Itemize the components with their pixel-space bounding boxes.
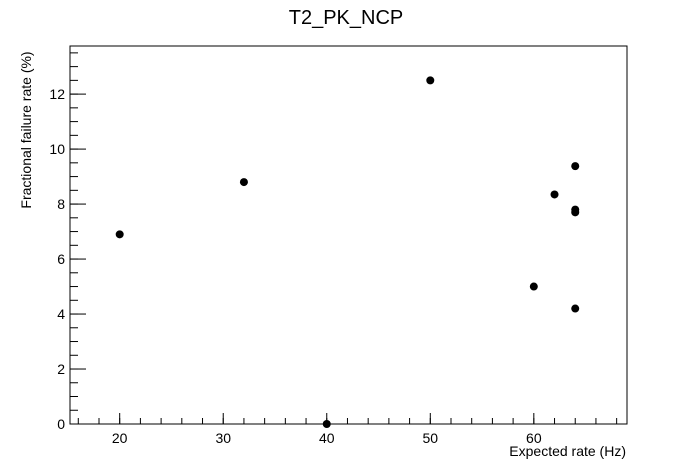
y-axis-label: Fractional failure rate (%) bbox=[18, 51, 34, 208]
x-tick-label: 60 bbox=[526, 430, 542, 446]
point bbox=[239, 178, 248, 187]
x-tick-label: 50 bbox=[423, 430, 439, 446]
x-tick-label: 20 bbox=[112, 430, 128, 446]
point bbox=[571, 304, 580, 313]
point bbox=[529, 282, 538, 291]
y-tick-label: 12 bbox=[49, 86, 65, 102]
y-tick-label: 8 bbox=[57, 196, 65, 212]
point bbox=[571, 162, 580, 171]
y-tick-label: 10 bbox=[49, 141, 65, 157]
point bbox=[550, 190, 559, 199]
point bbox=[426, 76, 435, 85]
x-tick-label: 30 bbox=[215, 430, 231, 446]
x-axis-label: Expected rate (Hz) bbox=[509, 443, 626, 459]
point bbox=[115, 230, 124, 239]
y-tick-label: 6 bbox=[57, 251, 65, 267]
point bbox=[322, 420, 331, 428]
y-tick-label: 4 bbox=[57, 306, 65, 322]
y-tick-label: 2 bbox=[57, 361, 65, 377]
point bbox=[571, 208, 580, 217]
y-tick-label: 0 bbox=[57, 416, 65, 432]
plot-frame bbox=[69, 45, 628, 425]
x-tick-label: 40 bbox=[319, 430, 335, 446]
chart-title: T2_PK_NCP bbox=[289, 7, 404, 29]
